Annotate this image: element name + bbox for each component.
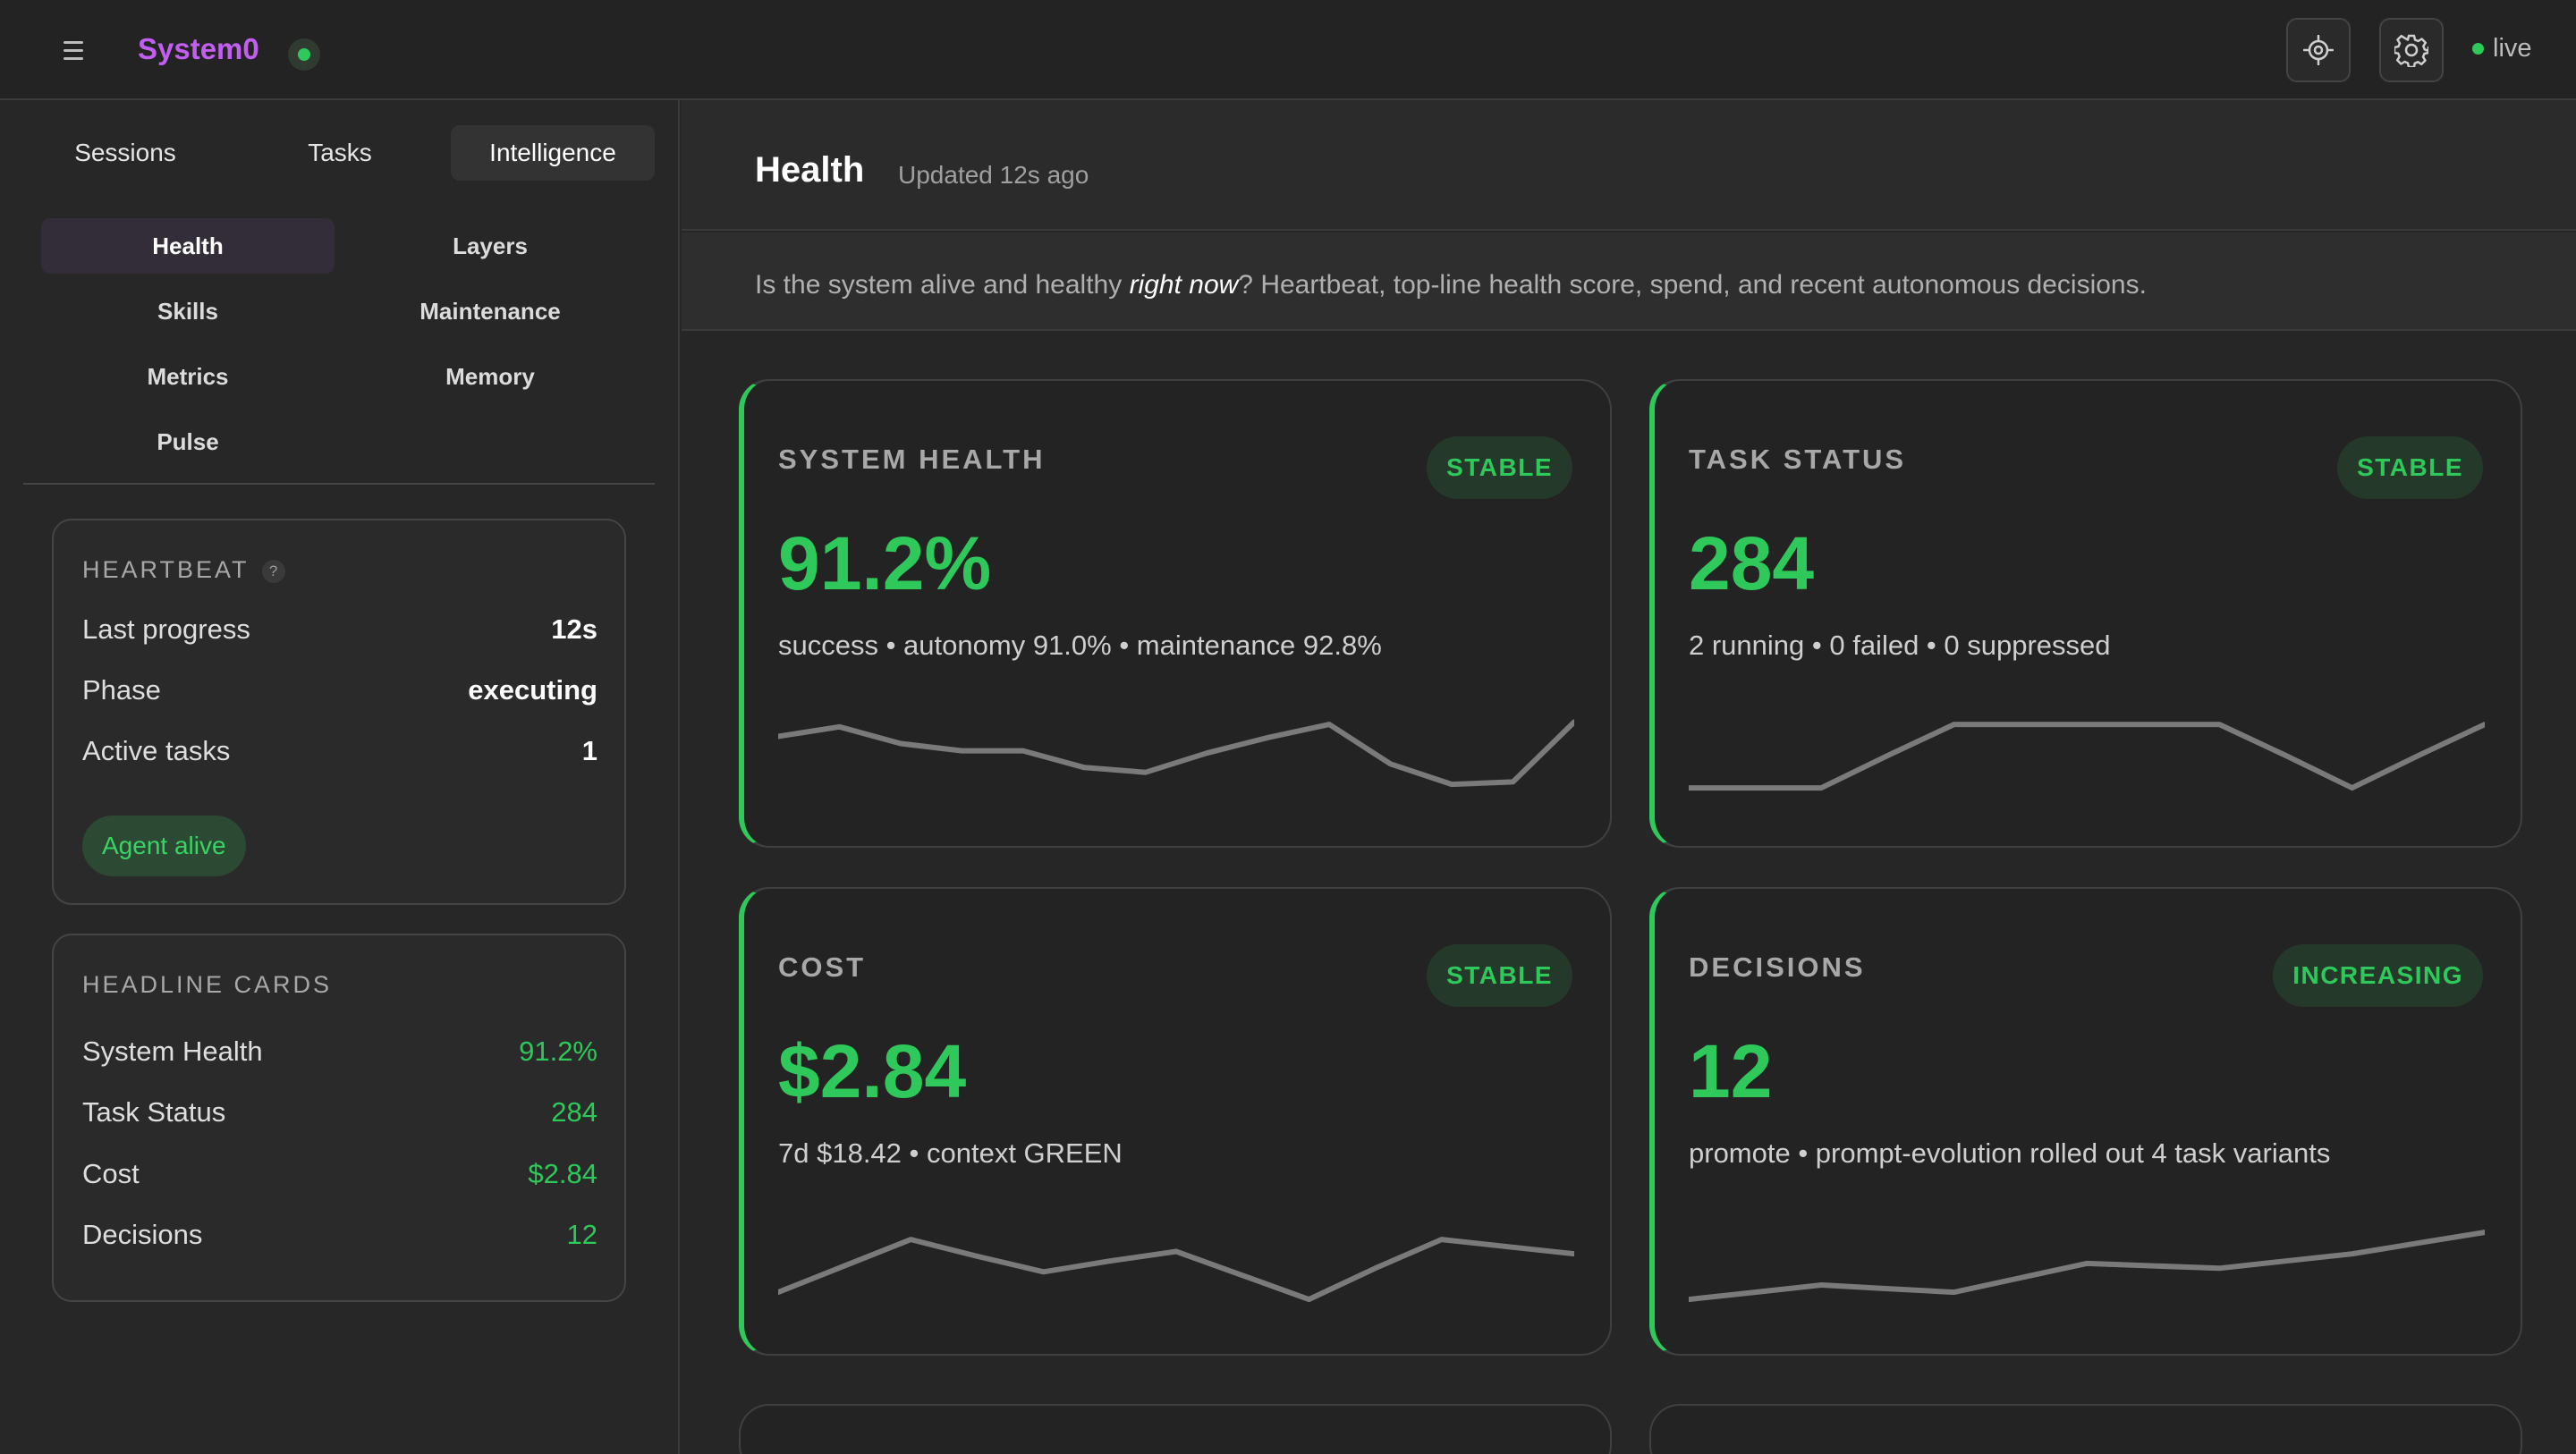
- heartbeat-title-text: HEARTBEAT: [82, 556, 250, 583]
- headline-key: System Health: [82, 1036, 263, 1067]
- trend-badge: STABLE: [1427, 944, 1572, 1007]
- card-label: SYSTEM HEALTH: [778, 444, 1046, 475]
- sparkline-line: [778, 1237, 1574, 1303]
- crosshair-button[interactable]: [2286, 18, 2351, 82]
- card-task-status[interactable]: TASK STATUS STABLE 284 2 running • 0 fai…: [1649, 379, 2522, 848]
- headline-value: 12: [566, 1219, 597, 1250]
- tab-intelligence[interactable]: Intelligence: [451, 125, 655, 181]
- sparkline-line: [778, 719, 1574, 788]
- sparkline-chart: [1689, 722, 2485, 791]
- sparkline-chart: [1689, 1230, 2485, 1303]
- heartbeat-value: 1: [581, 735, 597, 766]
- hamburger-icon[interactable]: [55, 32, 91, 68]
- page-header: Health Updated 12s ago: [682, 100, 2576, 231]
- card-subtitle: 2 running • 0 failed • 0 suppressed: [1689, 630, 2111, 661]
- heartbeat-title: HEARTBEAT?: [82, 556, 285, 584]
- heartbeat-value: executing: [468, 674, 597, 706]
- card-partial[interactable]: [739, 1404, 1612, 1454]
- heartbeat-key: Phase: [82, 674, 161, 706]
- tab-tasks[interactable]: Tasks: [308, 139, 372, 166]
- updated-timestamp: Updated 12s ago: [898, 161, 1089, 189]
- card-subtitle: success • autonomy 91.0% • maintenance 9…: [778, 630, 1382, 661]
- description-text: Is the system alive and healthy: [755, 270, 1130, 300]
- headline-row-decisions[interactable]: Decisions 12: [82, 1217, 597, 1253]
- main-content: Health Updated 12s ago Is the system ali…: [682, 100, 2576, 1454]
- card-value: 91.2%: [778, 521, 992, 605]
- subnav-pulse[interactable]: Pulse: [157, 427, 219, 455]
- page-title: Health: [755, 150, 865, 190]
- card-decisions[interactable]: DECISIONS INCREASING 12 promote • prompt…: [1649, 887, 2522, 1356]
- tab-sessions[interactable]: Sessions: [74, 139, 176, 166]
- heartbeat-key: Active tasks: [82, 735, 231, 766]
- gear-icon: [2394, 34, 2428, 67]
- subnav-memory[interactable]: Memory: [445, 362, 535, 390]
- headline-value: 91.2%: [519, 1036, 597, 1067]
- headline-row-task-status[interactable]: Task Status 284: [82, 1095, 597, 1130]
- sparkline-chart: [778, 719, 1574, 788]
- page-description: Is the system alive and healthy right no…: [755, 270, 2147, 300]
- headline-cards-panel: HEADLINE CARDS System Health 91.2% Task …: [52, 934, 626, 1302]
- subnav-health[interactable]: Health: [41, 218, 335, 274]
- status-dot-icon: [288, 38, 320, 71]
- settings-button[interactable]: [2379, 18, 2444, 82]
- card-label: COST: [778, 951, 867, 983]
- agent-status-badge: Agent alive: [82, 816, 246, 876]
- heartbeat-panel: HEARTBEAT? Last progress 12s Phase execu…: [52, 519, 626, 905]
- trend-badge: STABLE: [2337, 436, 2483, 499]
- card-subtitle: 7d $18.42 • context GREEN: [778, 1137, 1123, 1169]
- crosshair-icon: [2303, 35, 2334, 65]
- sidebar-divider: [23, 483, 655, 485]
- top-bar: System0 live: [0, 0, 2576, 100]
- headline-key: Cost: [82, 1158, 140, 1189]
- heartbeat-value: 12s: [551, 613, 597, 645]
- help-icon[interactable]: ?: [261, 559, 285, 583]
- subnav-layers[interactable]: Layers: [453, 232, 528, 259]
- headline-cards-title: HEADLINE CARDS: [82, 971, 333, 998]
- app-brand[interactable]: System0: [138, 32, 259, 65]
- sparkline-line: [1689, 722, 2485, 791]
- headline-value: 284: [551, 1096, 597, 1128]
- headline-row-cost[interactable]: Cost $2.84: [82, 1156, 597, 1192]
- subnav-maintenance[interactable]: Maintenance: [419, 297, 561, 325]
- headline-key: Decisions: [82, 1219, 203, 1250]
- card-partial[interactable]: [1649, 1404, 2522, 1454]
- card-cost[interactable]: COST STABLE $2.84 7d $18.42 • context GR…: [739, 887, 1612, 1356]
- card-value: 284: [1689, 521, 1815, 605]
- headline-row-system-health[interactable]: System Health 91.2%: [82, 1034, 597, 1069]
- sparkline-chart: [778, 1237, 1574, 1303]
- live-label: live: [2493, 34, 2532, 63]
- subnav-skills[interactable]: Skills: [157, 297, 218, 325]
- sparkline-line: [1689, 1230, 2485, 1303]
- card-value: 12: [1689, 1029, 1773, 1113]
- trend-badge: STABLE: [1427, 436, 1572, 499]
- trend-badge: INCREASING: [2273, 944, 2483, 1007]
- description-text-end: ? Heartbeat, top-line health score, spen…: [1238, 270, 2147, 300]
- heartbeat-row-last-progress: Last progress 12s: [82, 612, 597, 647]
- description-emphasis: right now: [1129, 270, 1239, 300]
- card-value: $2.84: [778, 1029, 967, 1113]
- sidebar: Sessions Tasks Intelligence Health Layer…: [0, 100, 680, 1454]
- heartbeat-key: Last progress: [82, 613, 250, 645]
- card-label: TASK STATUS: [1689, 444, 1907, 475]
- heartbeat-row-phase: Phase executing: [82, 672, 597, 708]
- heartbeat-row-active-tasks: Active tasks 1: [82, 733, 597, 769]
- card-label: DECISIONS: [1689, 951, 1866, 983]
- live-indicator: live: [2472, 34, 2532, 63]
- card-subtitle: promote • prompt-evolution rolled out 4 …: [1689, 1137, 2331, 1169]
- sidebar-tabs: Sessions Tasks Intelligence: [0, 125, 680, 182]
- headline-value: $2.84: [528, 1158, 597, 1189]
- card-system-health[interactable]: SYSTEM HEALTH STABLE 91.2% success • aut…: [739, 379, 1612, 848]
- headline-key: Task Status: [82, 1096, 226, 1128]
- subnav-metrics[interactable]: Metrics: [147, 362, 229, 390]
- live-dot-icon: [2472, 43, 2484, 55]
- description-bar: Is the system alive and healthy right no…: [682, 232, 2576, 331]
